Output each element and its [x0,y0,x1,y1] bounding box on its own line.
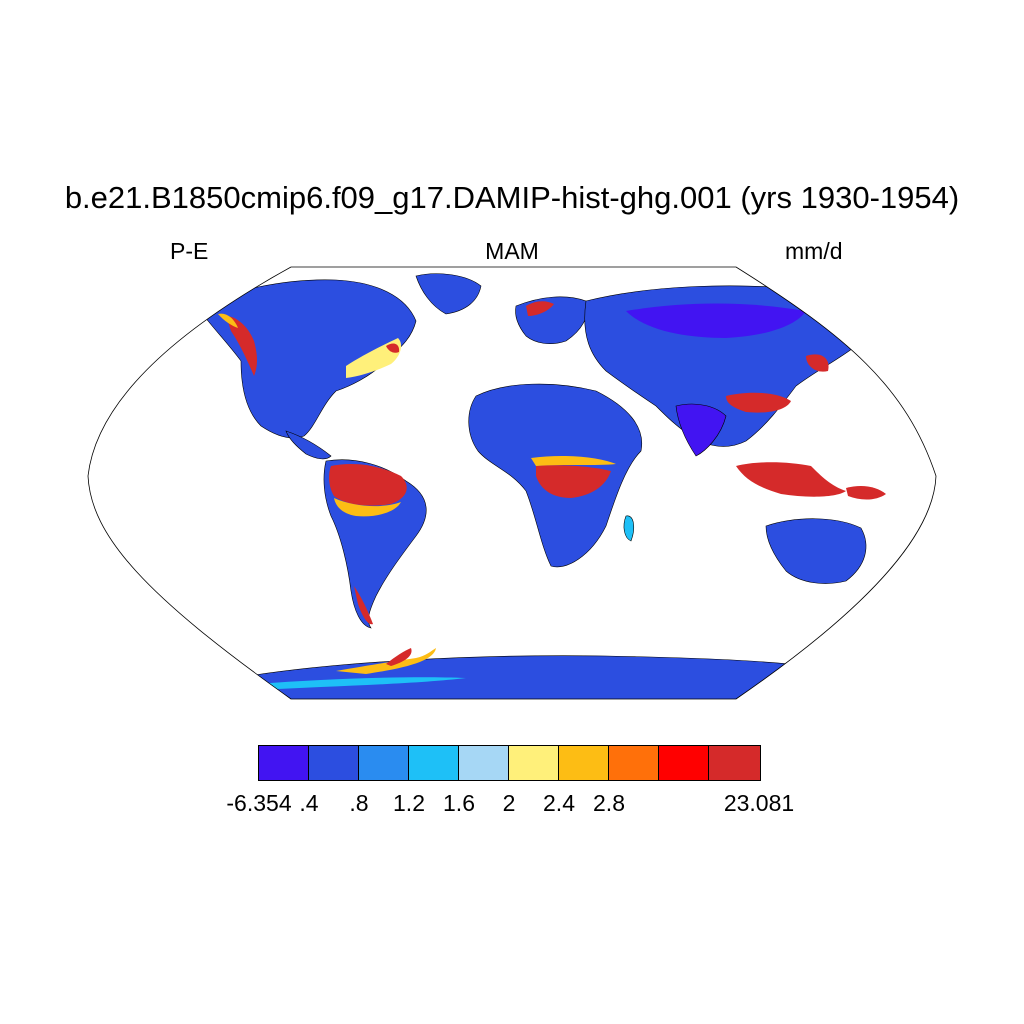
colorbar-box [359,746,409,780]
colorbar-box [259,746,309,780]
central-america [285,430,332,460]
new-zealand-wet [866,578,901,604]
antarctica [235,655,847,699]
alaska-coast-wet [226,316,257,376]
map-border [87,266,937,700]
center-string: MAM [485,238,539,264]
antarctic-peninsula-wet [386,648,412,666]
colorbar-label: 2 [502,790,516,816]
indonesia-wet [736,462,846,497]
greenland [415,273,482,315]
colorbar-label: 23.081 [723,790,795,816]
patagonia-wet [354,586,373,625]
east-na-red [386,343,400,353]
antarctica-light-band [256,677,466,690]
colorbar-box [609,746,659,780]
colorbar-box [559,746,609,780]
amazon-wet [329,464,407,506]
new-guinea-wet [846,486,886,500]
siberia-dark [626,303,806,338]
alaska-coast-orange [218,313,238,328]
colorbar-label: 1.6 [443,790,475,816]
colorbar-box [409,746,459,780]
norway-wet [526,301,554,316]
colorbar-box [459,746,509,780]
africa-equator-wet [536,465,611,498]
colorbar-label: .4 [299,790,319,816]
colorbar-label: -6.354 [226,790,292,816]
himalaya-wet [726,392,791,413]
antarctica-coast-wet [336,648,436,674]
colorbar-box [709,746,760,780]
left-string: P-E [170,238,209,264]
right-string: mm/d [785,238,843,264]
colorbar-box [659,746,709,780]
colorbar-label: 2.8 [593,790,625,816]
india [675,403,727,457]
colorbar-label: 1.2 [393,790,425,816]
colorbar [258,745,761,781]
colorbar-label: .8 [349,790,369,816]
amazon-margin [334,498,401,517]
north-america [197,279,417,439]
colorbar-label: 2.4 [543,790,575,816]
figure-title: b.e21.B1850cmip6.f09_g17.DAMIP-hist-ghg.… [64,180,960,215]
africa-sahel-yellow [531,456,616,466]
colorbar-box [309,746,359,780]
madagascar [623,515,635,542]
australia [765,518,867,584]
east-asia-wet [806,354,829,372]
colorbar-box [509,746,559,780]
world-map [87,266,937,700]
